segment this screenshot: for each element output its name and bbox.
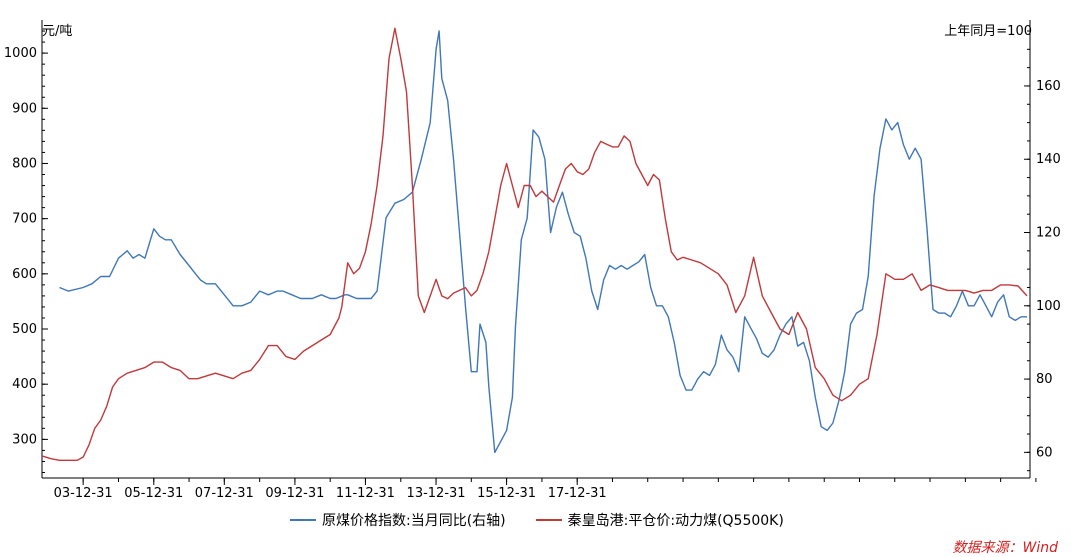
x-tick-label: 13-12-31 <box>407 486 466 501</box>
y-left-tick-label: 300 <box>12 432 37 447</box>
y-left-tick-label: 700 <box>12 212 37 227</box>
y-left-tick-label: 500 <box>12 322 37 337</box>
legend-swatch-qhd-price <box>535 519 562 521</box>
series-line-qhd-price <box>41 27 1028 461</box>
x-tick-label: 03-12-31 <box>54 486 113 501</box>
legend-item-qhd-price: 秦皇岛港:平仓价:动力煤(Q5500K) <box>535 510 784 530</box>
x-tick-label: 05-12-31 <box>124 486 183 501</box>
legend-label-qhd-price: 秦皇岛港:平仓价:动力煤(Q5500K) <box>567 513 784 529</box>
x-tick-label: 09-12-31 <box>265 486 324 501</box>
data-source: 数据来源：Wind <box>952 540 1059 556</box>
y-left-tick-label: 800 <box>12 156 37 171</box>
x-tick-label: 17-12-31 <box>548 486 607 501</box>
y-left-tick-label: 900 <box>12 101 37 116</box>
y-right-tick-label: 80 <box>1036 372 1053 387</box>
x-tick-label: 07-12-31 <box>195 486 254 501</box>
y-right-tick-label: 60 <box>1036 445 1053 460</box>
y-left-tick-label: 1000 <box>4 46 37 61</box>
legend-item-coal-index: 原煤价格指数:当月同比(右轴) <box>290 510 506 530</box>
y-right-tick-label: 100 <box>1036 299 1061 314</box>
x-tick-label: 15-12-31 <box>477 486 536 501</box>
y-left-tick-label: 600 <box>12 267 37 282</box>
chart: 300 400 500 600 700 800 900 1000 60 80 100 120 140 16… <box>4 20 1061 501</box>
x-tick-label: 11-12-31 <box>336 486 395 501</box>
legend: 原煤价格指数:当月同比(右轴) 秦皇岛港:平仓价:动力煤(Q5500K) <box>290 510 784 530</box>
series-line-coal-index <box>59 30 1027 454</box>
y-right-tick-label: 140 <box>1036 152 1061 167</box>
legend-label-coal-index: 原煤价格指数:当月同比(右轴) <box>322 513 506 529</box>
y-right-tick-label: 120 <box>1036 226 1061 241</box>
left-axis-unit: 元/吨 <box>42 24 73 39</box>
right-axis-unit: 上年同月=100 <box>944 24 1032 39</box>
legend-swatch-coal-index <box>290 519 316 521</box>
y-left-tick-label: 400 <box>12 377 37 392</box>
y-right-tick-label: 160 <box>1036 79 1061 94</box>
